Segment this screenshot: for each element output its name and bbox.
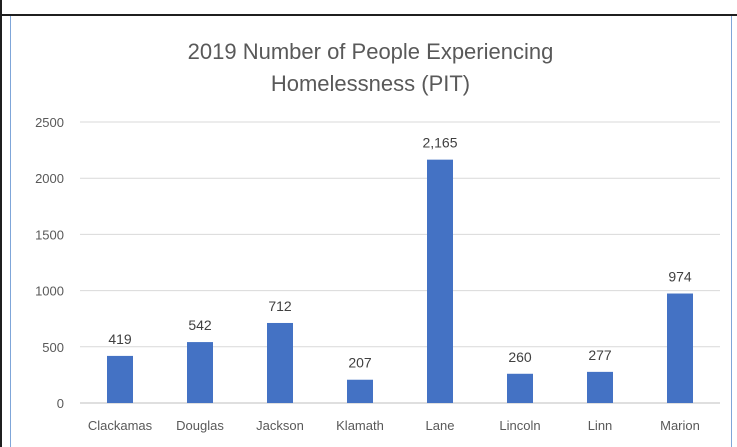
y-tick-label: 1000 [35,284,64,299]
chart-area [10,16,732,447]
data-label: 542 [188,317,212,333]
top-divider [2,14,737,16]
chart-title-line-1: 2019 Number of People Experiencing [187,39,554,64]
bar [187,342,213,403]
data-label: 207 [348,355,372,371]
bar [427,159,453,403]
bar [347,379,373,403]
category-label: Douglas [176,418,224,433]
category-label: Lincoln [499,418,540,433]
data-label: 260 [508,349,532,365]
y-tick-label: 2500 [35,115,64,130]
data-label: 974 [668,269,692,285]
bar [267,322,293,403]
data-label: 277 [588,347,612,363]
category-label: Marion [660,418,700,433]
bar [107,355,133,403]
data-label: 2,165 [422,135,457,151]
chart-title: 2019 Number of People Experiencing Homel… [2,36,737,100]
category-label: Jackson [256,418,304,433]
y-tick-label: 500 [42,340,64,355]
y-tick-label: 0 [57,396,64,411]
category-label: Clackamas [88,418,153,433]
bar [667,293,693,403]
y-tick-label: 2000 [35,171,64,186]
category-label: Linn [588,418,613,433]
bar [587,371,613,403]
category-label: Klamath [336,418,384,433]
y-tick-label: 1500 [35,227,64,242]
data-label: 712 [268,298,292,314]
category-label: Lane [426,418,455,433]
bar [507,373,533,403]
chart-title-line-2: Homelessness (PIT) [270,71,471,96]
data-label: 419 [108,331,132,347]
